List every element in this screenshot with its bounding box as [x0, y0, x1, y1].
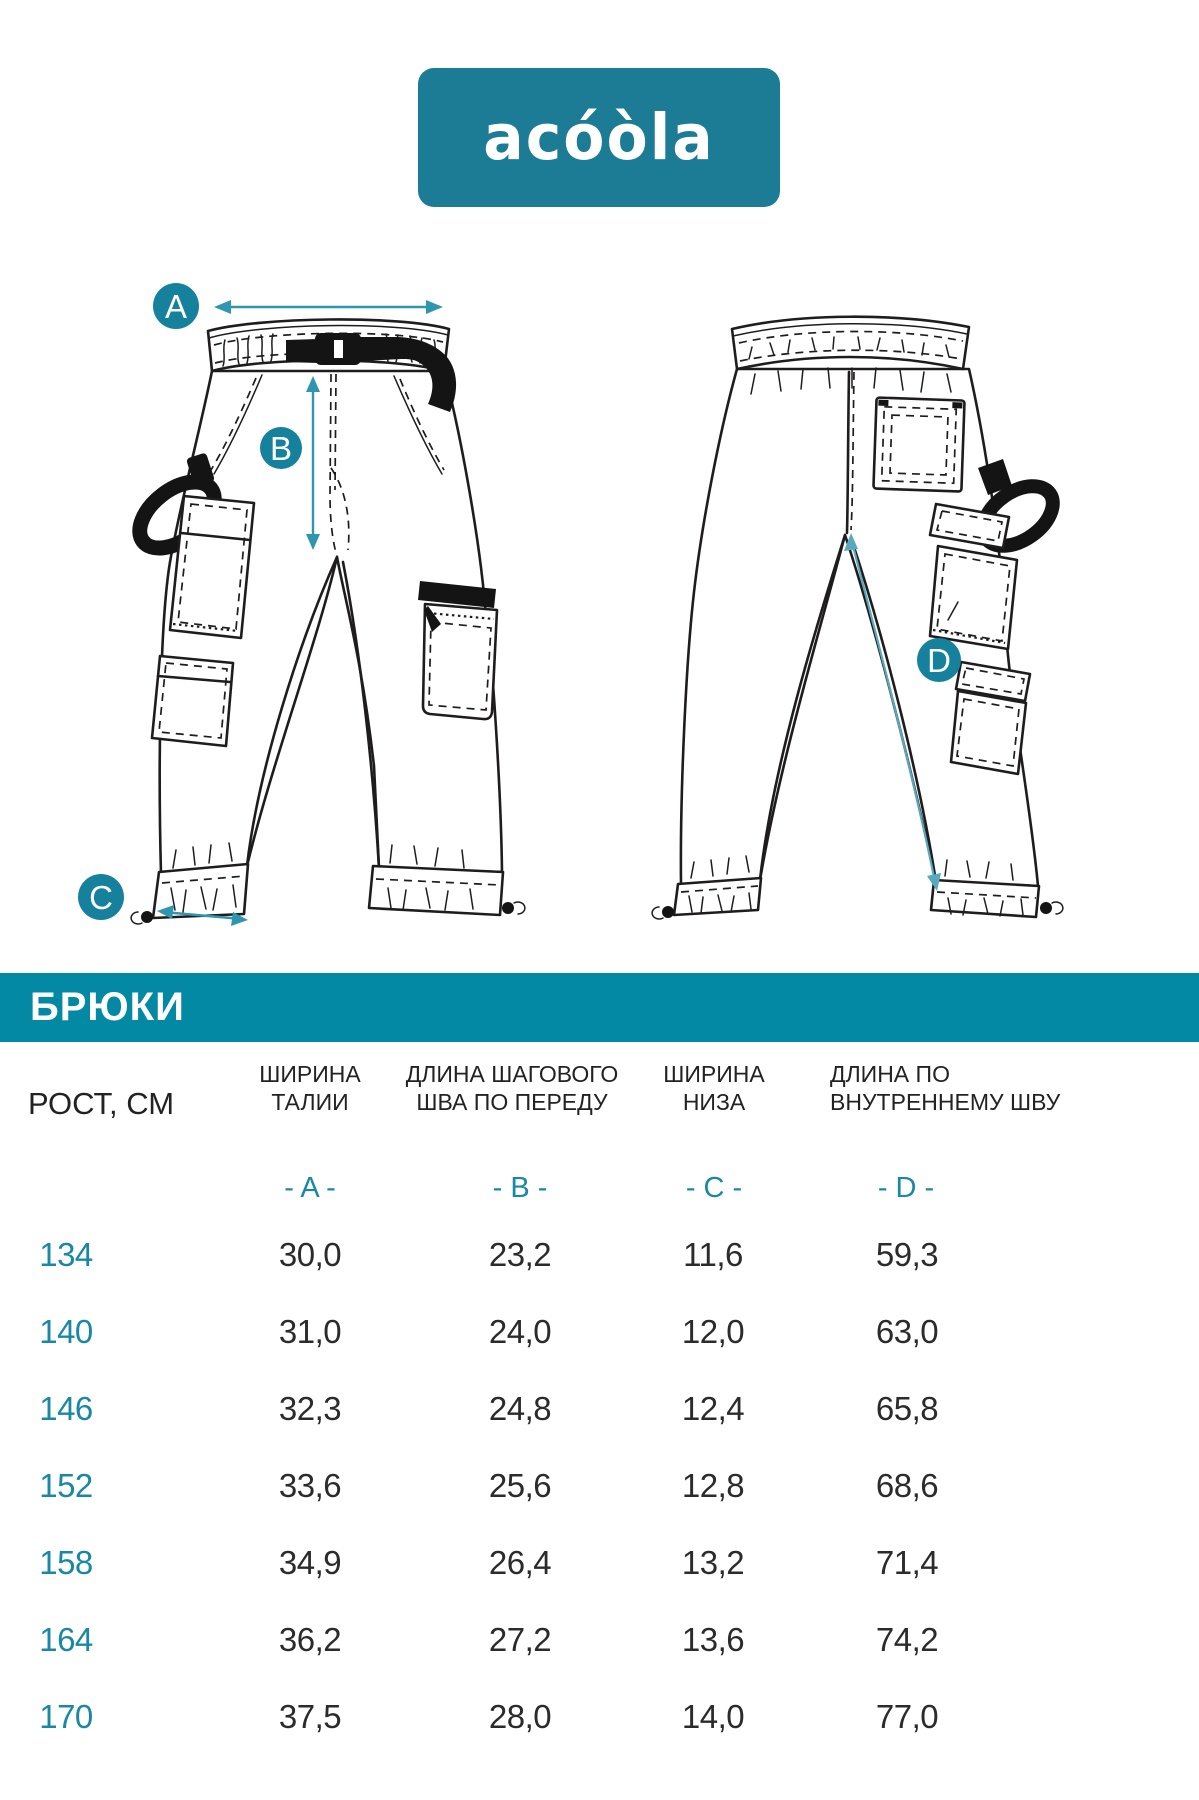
marker-letter-c: C — [89, 879, 113, 916]
back-left-hem — [651, 855, 763, 920]
front-fly-stitch — [329, 373, 338, 557]
pants-front-view — [130, 318, 526, 925]
front-left-cargo-pocket — [168, 494, 256, 640]
brand-logo: acóòla — [418, 68, 780, 207]
front-belt — [286, 333, 457, 412]
brand-logo-text: acóòla — [483, 100, 715, 175]
front-right-cargo-pocket — [418, 581, 499, 721]
front-left-lower-pocket — [150, 654, 235, 748]
marker-letter-a: A — [165, 288, 187, 325]
back-waistband-ticks — [748, 336, 952, 395]
table-row: 146 32,3 24,8 12,4 65,8 — [39, 1390, 939, 1427]
col-header-c: ШИРИНА НИЗА — [663, 1061, 765, 1115]
marker-letter-b: B — [270, 430, 292, 467]
back-right-cargo-pocket — [928, 502, 1019, 651]
section-title: БРЮКИ — [30, 985, 185, 1029]
marker-letter-d: D — [927, 642, 951, 679]
pants-back-view — [651, 315, 1064, 920]
table-row: 158 34,9 26,4 13,2 71,4 — [39, 1544, 939, 1581]
back-right-lower-pocket — [949, 660, 1032, 776]
col-letter-a: - A - — [284, 1172, 336, 1204]
col-letter-d: - D - — [877, 1172, 935, 1204]
front-left-hem — [130, 842, 250, 925]
table-row: 170 37,5 28,0 14,0 77,0 — [39, 1698, 939, 1735]
back-waistband — [730, 315, 971, 371]
marker-badge-d: D — [917, 638, 961, 682]
back-crotch-seam — [758, 533, 938, 884]
pants-technical-diagram: A B C D — [78, 283, 1064, 926]
section-band: БРЮКИ — [0, 973, 1199, 1042]
table-row: 140 31,0 24,0 12,0 63,0 — [39, 1313, 939, 1350]
back-patch-pocket — [872, 396, 966, 493]
table-row: 134 30,0 23,2 11,6 59,3 — [39, 1236, 939, 1273]
measurement-arrows — [157, 300, 941, 926]
col-header-d: ДЛИНА ПО ВНУТРЕННЕМУ ШВУ — [830, 1061, 1061, 1115]
col-letter-c: - C - — [685, 1172, 743, 1204]
front-crotch-seam — [245, 555, 381, 870]
col-header-b: ДЛИНА ШАГОВОГО ШВА ПО ПЕРЕДУ — [405, 1061, 619, 1115]
marker-badge-b: B — [260, 427, 302, 469]
row-header: РОСТ, СМ — [28, 1086, 175, 1121]
back-right-hem — [929, 859, 1064, 919]
table-row: 152 33,6 25,6 12,8 68,6 — [39, 1467, 939, 1504]
marker-badge-c: C — [78, 874, 124, 920]
col-header-a: ШИРИНА ТАЛИИ — [259, 1061, 361, 1115]
col-letter-b: - B - — [492, 1172, 548, 1204]
table-row: 164 36,2 27,2 13,6 74,2 — [39, 1621, 939, 1658]
marker-badge-a: A — [153, 283, 199, 329]
front-right-hem — [367, 844, 526, 917]
